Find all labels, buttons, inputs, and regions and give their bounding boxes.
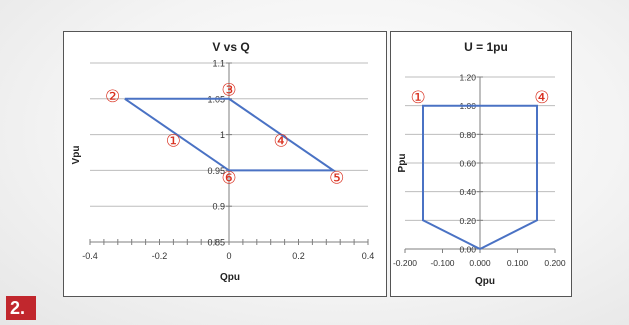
vq-y-tick-label: 1 — [220, 130, 225, 140]
pq-y-axis-label: Ppu — [397, 154, 408, 173]
vq-x-tick-label: -0.4 — [82, 251, 98, 261]
pq-y-tick-label: 0.60 — [459, 159, 476, 169]
chart-panel-u-1pu: 0.00 0.20 0.40 0.60 0.80 1.00 1.20 -0.200 -0.100… — [390, 31, 572, 297]
vq-y-axis-label: Vpu — [71, 146, 82, 165]
pq-series-line — [422, 104, 538, 250]
chart-panel-v-vs-q: 0.85 0.9 0.95 1 1.05 1.1 -0.4 -0.2 0 0.2 0.4 V vs Q… — [63, 31, 387, 297]
pq-point-marker: ④ — [534, 88, 549, 107]
pq-y-tick-label: 1.20 — [459, 73, 476, 83]
figure-number-badge: 2. — [6, 296, 36, 320]
vq-y-tick-label: 0.9 — [212, 202, 225, 212]
vq-series-line — [124, 97, 337, 172]
vq-y-tick-label: 0.85 — [207, 238, 225, 248]
vq-point-marker: ② — [105, 87, 120, 106]
pq-x-tick-label: -0.200 — [393, 258, 417, 268]
vq-point-marker: ① — [166, 131, 181, 150]
vq-x-tick-label: 0.2 — [292, 251, 305, 261]
vq-x-tick-label: 0.4 — [362, 251, 375, 261]
chart-u-1pu: 0.000.200.400.600.801.001.20-0.200 -0.100… — [393, 40, 566, 287]
vq-point-marker: ⑤ — [329, 169, 344, 188]
pq-x-tick-label: 0.200 — [544, 258, 566, 268]
vq-x-tick-label: 0 — [226, 251, 231, 261]
vq-point-marker: ⑥ — [221, 169, 236, 188]
pq-y-tick-label: 0.20 — [459, 216, 476, 226]
pq-x-tick-label: 0.000 — [469, 258, 491, 268]
vq-point-marker: ④ — [274, 131, 289, 150]
pq-x-tick-label: -0.100 — [430, 258, 454, 268]
vq-y-tick-label: 1.1 — [212, 59, 225, 69]
pq-x-tick-label: 0.100 — [507, 258, 529, 268]
pq-point-marker: ① — [411, 88, 426, 107]
pq-y-tick-label: 0.80 — [459, 130, 476, 140]
vq-point-marker: ③ — [221, 80, 236, 99]
pq-y-tick-label: 0.40 — [459, 187, 476, 197]
vq-title: V vs Q — [212, 40, 249, 54]
pq-y-tick-label: 0.00 — [459, 245, 476, 255]
pq-title: U = 1pu — [464, 40, 508, 54]
pq-x-axis-label: Qpu — [475, 276, 495, 287]
vq-x-tick-label: -0.2 — [152, 251, 168, 261]
vq-y-tick-label: 0.95 — [207, 166, 225, 176]
vq-x-axis-label: Qpu — [220, 272, 240, 283]
